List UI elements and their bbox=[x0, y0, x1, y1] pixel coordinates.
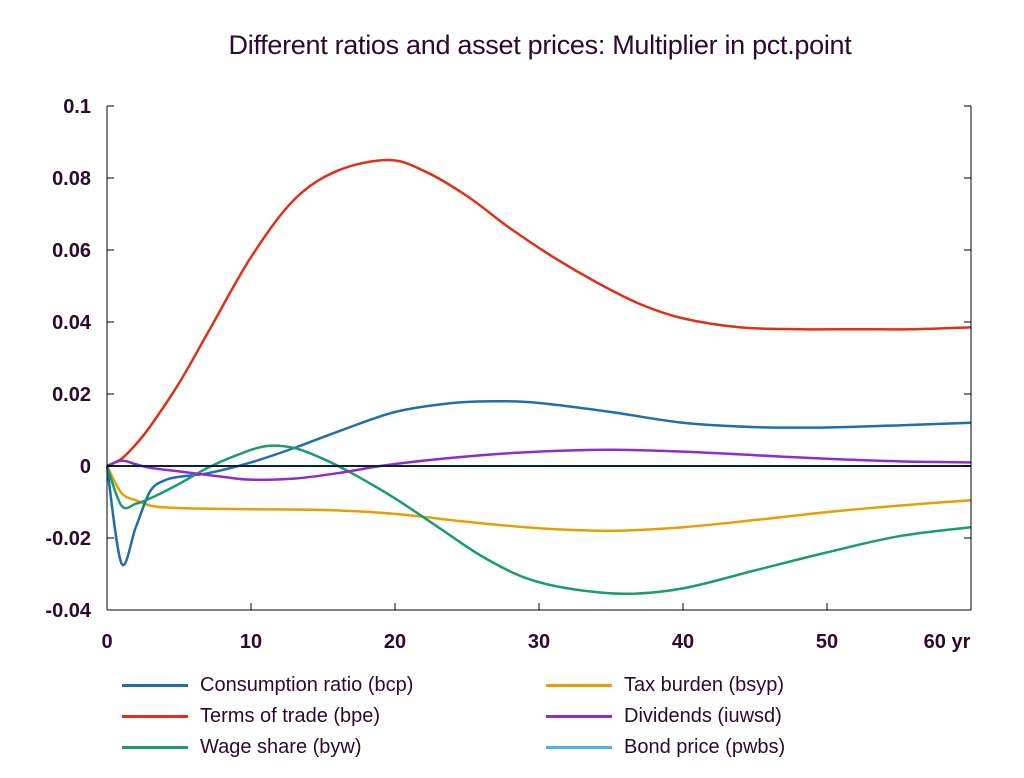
series-layer bbox=[105, 158, 972, 596]
legend-label: Consumption ratio (bcp) bbox=[200, 673, 414, 696]
series-line-dividends bbox=[106, 448, 972, 482]
legend-item-terms-of-trade: Terms of trade (bpe) bbox=[122, 701, 380, 731]
y-tick-label: 0.02 bbox=[52, 384, 91, 406]
x-tick-label: 10 bbox=[240, 631, 262, 653]
line-chart: -0.04 -0.02 0 0.02 0.04 0.06 0.08 0.1 0 10 20 30 40 5… bbox=[45, 96, 972, 653]
y-tick-label: 0 bbox=[80, 456, 91, 478]
x-tick-label: 0 bbox=[101, 631, 112, 653]
x-tick-label: 20 bbox=[384, 631, 406, 653]
legend-swatch bbox=[122, 745, 188, 749]
legend-swatch bbox=[546, 745, 612, 749]
chart-title: Different ratios and asset prices: Multi… bbox=[228, 30, 852, 60]
legend-label: Wage share (byw) bbox=[200, 735, 362, 758]
series-line-consumption-ratio bbox=[105, 399, 972, 567]
legend-item-wage-share: Wage share (byw) bbox=[122, 732, 362, 762]
series-line-tax-burden bbox=[105, 465, 972, 533]
legend-label: Tax burden (bsyp) bbox=[624, 673, 785, 696]
axes-layer bbox=[106, 106, 972, 611]
x-tick-label: 50 bbox=[816, 631, 838, 653]
legend-swatch bbox=[122, 714, 188, 718]
series-line-terms-of-trade bbox=[106, 158, 972, 468]
y-tick-label: 0.04 bbox=[52, 312, 92, 334]
legend-label: Dividends (iuwsd) bbox=[624, 704, 782, 727]
legend-item-tax-burden: Tax burden (bsyp) bbox=[546, 670, 784, 700]
legend-label: Bond price (pwbs) bbox=[624, 735, 786, 758]
y-tick-label: -0.02 bbox=[45, 528, 91, 550]
y-tick-label: -0.04 bbox=[45, 600, 91, 622]
ticks-layer: -0.04 -0.02 0 0.02 0.04 0.06 0.08 0.1 0 10 20 30 40 5… bbox=[45, 96, 972, 653]
x-tick-label: 30 bbox=[528, 631, 550, 653]
y-tick-label: 0.08 bbox=[52, 168, 91, 190]
legend-swatch bbox=[546, 714, 612, 718]
legend-swatch bbox=[122, 683, 188, 687]
y-tick-label: 0.1 bbox=[63, 96, 91, 118]
x-tick-label: 60 yr bbox=[924, 631, 971, 653]
y-tick-label: 0.06 bbox=[52, 240, 91, 262]
legend-item-dividends: Dividends (iuwsd) bbox=[546, 701, 782, 731]
legend-label: Terms of trade (bpe) bbox=[200, 704, 381, 727]
series-line-wage-share bbox=[105, 444, 972, 596]
legend-item-bond-price: Bond price (pwbs) bbox=[546, 732, 785, 762]
legend-item-consumption-ratio: Consumption ratio (bcp) bbox=[122, 670, 413, 700]
x-tick-label: 40 bbox=[672, 631, 694, 653]
legend-swatch bbox=[546, 683, 612, 687]
legend: Consumption ratio (bcp) Terms of trade (b… bbox=[0, 670, 1024, 770]
